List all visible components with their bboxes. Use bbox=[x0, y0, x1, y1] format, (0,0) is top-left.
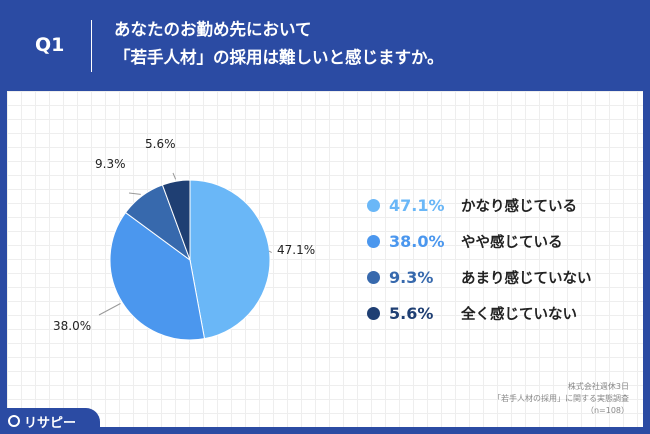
legend-label: かなり感じている bbox=[461, 198, 577, 215]
header: Q1 あなたのお勤め先において 「若手人材」の採用は難しいと感じますか。 bbox=[0, 0, 650, 90]
leader-line bbox=[172, 172, 177, 180]
brand-logo: リサピー bbox=[0, 408, 100, 434]
pie-slice bbox=[161, 179, 191, 261]
source-note: 株式会社週休3日 「若手人材の採用」に関する実態調査 （n=108） bbox=[493, 381, 629, 417]
legend-percent: 5.6% bbox=[389, 303, 434, 323]
slice-data-label: 47.1% bbox=[277, 243, 316, 257]
pie-slice bbox=[189, 179, 271, 340]
header-divider bbox=[91, 20, 92, 72]
slice-data-label: 9.3% bbox=[95, 157, 126, 171]
legend-label: 全く感じていない bbox=[461, 306, 577, 323]
question-number: Q1 bbox=[35, 34, 65, 56]
chart-panel: 47.1% 38.0% 9.3% 5.6% 47.1% かなり感じている 38.0% … bbox=[7, 91, 643, 427]
legend-swatch bbox=[367, 306, 380, 320]
question-line-1: あなたのお勤め先において bbox=[114, 20, 312, 39]
pie-slice bbox=[109, 211, 206, 341]
legend-item: 5.6% 全く感じていない bbox=[367, 295, 592, 331]
legend-label: やや感じている bbox=[461, 234, 563, 251]
legend-item: 47.1% かなり感じている bbox=[367, 187, 592, 223]
slice-data-label: 5.6% bbox=[145, 137, 176, 151]
source-survey: 「若手人材の採用」に関する実態調査 bbox=[493, 394, 629, 403]
leader-line bbox=[128, 192, 141, 195]
legend-percent: 9.3% bbox=[389, 267, 434, 287]
legend-swatch bbox=[367, 198, 380, 212]
legend-item: 9.3% あまり感じていない bbox=[367, 259, 592, 295]
legend-swatch bbox=[367, 234, 380, 248]
logo-mark-icon bbox=[8, 415, 20, 427]
source-company: 株式会社週休3日 bbox=[567, 382, 629, 391]
question-line-2: 「若手人材」の採用は難しいと感じますか。 bbox=[114, 48, 444, 67]
legend-swatch bbox=[367, 270, 380, 284]
pie-chart bbox=[98, 172, 272, 341]
legend-percent: 47.1% bbox=[389, 195, 445, 215]
slice-data-label: 38.0% bbox=[53, 319, 92, 333]
leader-line bbox=[98, 303, 121, 316]
legend: 47.1% かなり感じている 38.0% やや感じている 9.3% あまり感じて… bbox=[367, 187, 592, 331]
question-text: あなたのお勤め先において 「若手人材」の採用は難しいと感じますか。 bbox=[114, 16, 444, 72]
leader-line bbox=[268, 250, 272, 253]
legend-item: 38.0% やや感じている bbox=[367, 223, 592, 259]
logo-text: リサピー bbox=[24, 415, 77, 431]
legend-label: あまり感じていない bbox=[461, 270, 592, 287]
source-sample: （n=108） bbox=[585, 406, 629, 415]
legend-percent: 38.0% bbox=[389, 231, 445, 251]
